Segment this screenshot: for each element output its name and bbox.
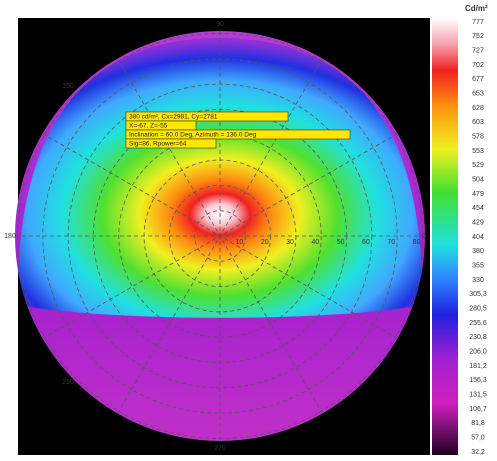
colorbar-label: 81,8 <box>471 420 485 427</box>
angle-label: 270 <box>214 445 226 452</box>
tooltip-row <box>125 138 217 149</box>
colorbar-label: 702 <box>472 62 484 69</box>
colorbar <box>432 18 458 455</box>
radial-label: 60 <box>362 239 370 246</box>
colorbar-label: 355 <box>472 263 484 270</box>
grid-circle <box>42 58 398 414</box>
colorbar-label: 330 <box>472 277 484 284</box>
tooltip-text: X=-67, Z=-55 <box>129 123 168 130</box>
colorbar-label: 181,2 <box>469 363 487 370</box>
colorbar-label: 628 <box>472 105 484 112</box>
colorbar-label: 404 <box>472 234 484 241</box>
tooltip-row <box>125 111 289 122</box>
radial-label: 50 <box>337 239 345 246</box>
colorbar-label: 454 <box>472 205 484 212</box>
radial-label: 20 <box>261 239 269 246</box>
colorbar-label: 57,0 <box>471 435 485 442</box>
colorbar-label: 777 <box>472 19 484 26</box>
colorbar-label: 230,8 <box>469 334 487 341</box>
colorbar-label: 479 <box>472 191 484 198</box>
angle-label: 0 <box>422 233 426 240</box>
colorbar-label: 603 <box>472 119 484 126</box>
angle-label: 180 <box>4 233 16 240</box>
tooltip-row <box>125 129 351 140</box>
colorbar-label: 677 <box>472 76 484 83</box>
colorbar-label: 727 <box>472 48 484 55</box>
colorbar-label: 752 <box>472 33 484 40</box>
colorbar-unit: Cd/m² <box>465 4 488 13</box>
colorbar-label: 504 <box>472 177 484 184</box>
radial-label: 80 <box>413 239 421 246</box>
radial-label: 40 <box>311 239 319 246</box>
colorbar-label: 206,0 <box>469 349 487 356</box>
luminance-field <box>17 38 423 318</box>
tooltip: 380 cd/m², Cx=2981, Cy=2781 X=-67, Z=-55… <box>125 111 351 149</box>
colorbar-label: 429 <box>472 220 484 227</box>
angle-label: 90 <box>216 21 224 28</box>
radial-label: 70 <box>387 239 395 246</box>
colorbar-label: 653 <box>472 91 484 98</box>
colorbar-label: 553 <box>472 148 484 155</box>
colorbar-label: 106,7 <box>469 406 487 413</box>
grid-circle <box>194 210 246 262</box>
colorbar-label: 131,5 <box>469 392 487 399</box>
radial-label: 10 <box>236 239 244 246</box>
colorbar-label: 280,5 <box>469 306 487 313</box>
grid-circle <box>67 83 373 389</box>
colorbar-label: 255,6 <box>469 320 487 327</box>
angle-label: 210 <box>62 379 74 386</box>
colorbar-label: 529 <box>472 162 484 169</box>
colorbar-label: 305,3 <box>469 291 487 298</box>
tooltip-text: 380 cd/m², Cx=2981, Cy=2781 <box>129 114 218 121</box>
radial-label: 30 <box>286 239 294 246</box>
angle-label: 150 <box>62 83 74 90</box>
colorbar-label: 380 <box>472 248 484 255</box>
colorbar-label: 578 <box>472 134 484 141</box>
colorbar-label: 32,2 <box>471 449 485 456</box>
grid-spoke <box>42 133 398 339</box>
colorbar-label: 156,3 <box>469 377 487 384</box>
tooltip-text: Inclination = 60.0 Deg, Azimuth = 136.0 … <box>129 132 257 139</box>
tooltip-text: Sig=86, Rpower=64 <box>129 141 187 148</box>
